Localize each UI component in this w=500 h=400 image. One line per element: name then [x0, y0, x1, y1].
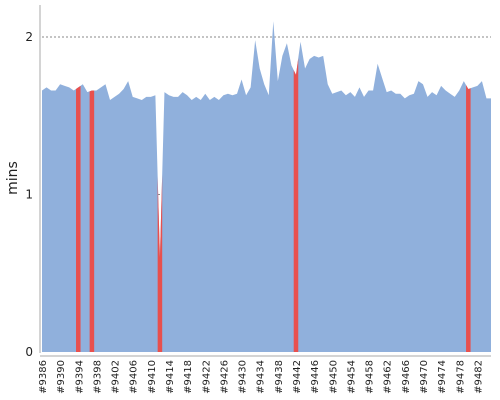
failed-build-9397 [89, 90, 95, 353]
x-tick-label: #9430 [238, 360, 249, 394]
axes [39, 5, 491, 357]
failed-build-9412 [157, 174, 163, 352]
y-tick-label-0: 0 [25, 345, 33, 359]
x-tick-label: #9434 [256, 360, 267, 394]
area-series [42, 21, 491, 352]
x-tick-label: #9446 [310, 360, 321, 394]
x-tick-label: #9386 [38, 360, 49, 394]
x-tick-label: #9454 [346, 360, 357, 394]
x-tick-label: #9474 [437, 360, 448, 394]
x-tick-label: #9414 [165, 360, 176, 394]
failed-build-9394 [76, 85, 81, 352]
failed-build-bars [76, 58, 471, 353]
x-tick-label: #9482 [473, 360, 484, 394]
failed-build-9442 [293, 58, 299, 352]
x-tick-label: #9462 [383, 360, 394, 394]
x-tick-labels: #9386 #9390 #9394 #9398 #9402 #9406 #9410 #9414… [38, 360, 484, 394]
x-tick-label: #9442 [292, 360, 303, 394]
x-tick-label: #9390 [56, 360, 67, 394]
x-tick-label: #9406 [129, 360, 140, 394]
x-tick-label: #9438 [274, 360, 285, 394]
x-tick-label: #9466 [401, 360, 412, 394]
y-tick-labels: 0 1 2 [25, 30, 33, 359]
x-tick-label: #9398 [92, 360, 103, 394]
x-tick-label: #9422 [201, 360, 212, 394]
x-tick-label: #9402 [111, 360, 122, 394]
x-tick-label: #9478 [455, 360, 466, 394]
y-tick-label-2: 2 [25, 30, 33, 44]
x-tick-label: #9418 [183, 360, 194, 394]
x-tick-label: #9394 [74, 360, 85, 394]
y-tick-label-1: 1 [25, 188, 33, 202]
x-tick-label: #9410 [147, 360, 158, 394]
x-tick-label: #9458 [365, 360, 376, 394]
duration-area [42, 21, 491, 352]
x-tick-label: #9426 [219, 360, 230, 394]
y-axis-label: mins [5, 161, 21, 195]
x-tick-label: #9450 [328, 360, 339, 394]
failed-build-9480 [466, 85, 471, 352]
x-tick-label: #9470 [419, 360, 430, 394]
